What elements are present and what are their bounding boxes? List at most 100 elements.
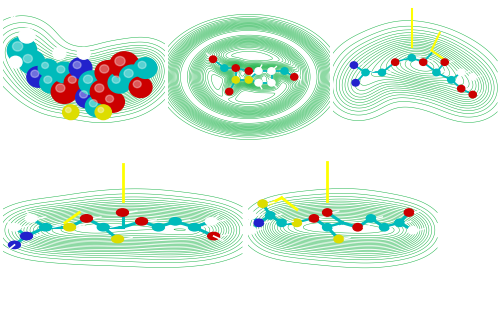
Circle shape	[362, 69, 369, 76]
Circle shape	[52, 80, 77, 104]
Circle shape	[133, 81, 141, 88]
Circle shape	[255, 80, 262, 86]
Circle shape	[210, 56, 216, 62]
Circle shape	[64, 73, 87, 93]
Circle shape	[221, 65, 228, 71]
Circle shape	[255, 68, 262, 74]
Circle shape	[469, 74, 476, 80]
Text: E: E	[255, 164, 262, 174]
Circle shape	[170, 218, 181, 225]
Circle shape	[12, 58, 16, 62]
Circle shape	[188, 224, 200, 231]
Circle shape	[404, 209, 414, 216]
Circle shape	[112, 76, 120, 83]
Circle shape	[380, 224, 389, 231]
Circle shape	[53, 47, 66, 59]
Circle shape	[90, 80, 116, 104]
Circle shape	[64, 224, 76, 231]
Circle shape	[90, 100, 98, 107]
Circle shape	[100, 65, 109, 73]
Circle shape	[112, 235, 124, 243]
Circle shape	[80, 50, 84, 54]
Circle shape	[55, 50, 60, 54]
Circle shape	[26, 215, 38, 222]
Circle shape	[138, 61, 146, 69]
Circle shape	[353, 224, 362, 231]
Circle shape	[8, 37, 36, 64]
Circle shape	[448, 77, 455, 83]
Circle shape	[350, 62, 358, 68]
Circle shape	[40, 73, 62, 93]
Circle shape	[20, 232, 32, 240]
Circle shape	[246, 227, 256, 234]
Circle shape	[98, 224, 110, 231]
Circle shape	[281, 68, 288, 74]
Circle shape	[53, 62, 76, 83]
Circle shape	[9, 56, 22, 68]
Circle shape	[106, 95, 114, 102]
Circle shape	[266, 212, 275, 219]
Circle shape	[62, 105, 79, 120]
Circle shape	[8, 224, 20, 231]
Circle shape	[95, 61, 121, 84]
Circle shape	[38, 59, 58, 77]
Circle shape	[115, 56, 125, 66]
Circle shape	[290, 74, 298, 80]
Circle shape	[309, 215, 319, 222]
Text: B: B	[174, 14, 182, 24]
Circle shape	[79, 71, 105, 95]
Circle shape	[31, 70, 39, 78]
Circle shape	[246, 212, 256, 219]
Circle shape	[208, 232, 220, 240]
Circle shape	[69, 58, 92, 78]
Circle shape	[124, 69, 133, 78]
Circle shape	[322, 224, 332, 231]
Circle shape	[22, 31, 28, 36]
Circle shape	[66, 108, 71, 113]
Circle shape	[19, 28, 35, 43]
Circle shape	[40, 224, 52, 231]
Circle shape	[95, 105, 112, 120]
Circle shape	[395, 219, 404, 227]
Circle shape	[68, 76, 76, 83]
Circle shape	[420, 59, 427, 65]
Circle shape	[57, 66, 65, 73]
Circle shape	[277, 219, 286, 227]
Circle shape	[352, 80, 359, 86]
Circle shape	[110, 52, 139, 78]
Circle shape	[116, 209, 128, 216]
Text: C: C	[339, 14, 347, 24]
Circle shape	[254, 219, 264, 227]
Circle shape	[80, 91, 88, 98]
Circle shape	[245, 68, 252, 74]
Circle shape	[77, 47, 90, 59]
Text: D: D	[12, 164, 22, 174]
Circle shape	[458, 69, 465, 76]
Circle shape	[245, 77, 252, 83]
Circle shape	[136, 218, 147, 225]
Circle shape	[232, 77, 239, 83]
Circle shape	[42, 62, 48, 69]
Circle shape	[268, 68, 275, 74]
Text: A: A	[9, 14, 18, 24]
Circle shape	[292, 219, 302, 227]
Circle shape	[19, 50, 45, 74]
Circle shape	[134, 58, 157, 78]
Circle shape	[206, 218, 218, 225]
Circle shape	[108, 73, 131, 93]
Circle shape	[129, 77, 152, 97]
Circle shape	[392, 59, 399, 65]
Circle shape	[322, 209, 332, 216]
Circle shape	[258, 200, 268, 207]
Circle shape	[441, 59, 448, 65]
Circle shape	[98, 108, 103, 113]
Circle shape	[12, 42, 22, 51]
Circle shape	[232, 65, 239, 71]
Circle shape	[86, 96, 108, 117]
Circle shape	[120, 65, 146, 89]
Circle shape	[378, 69, 386, 76]
Circle shape	[226, 88, 233, 95]
Circle shape	[408, 227, 418, 234]
Circle shape	[73, 61, 81, 69]
Circle shape	[27, 67, 50, 87]
